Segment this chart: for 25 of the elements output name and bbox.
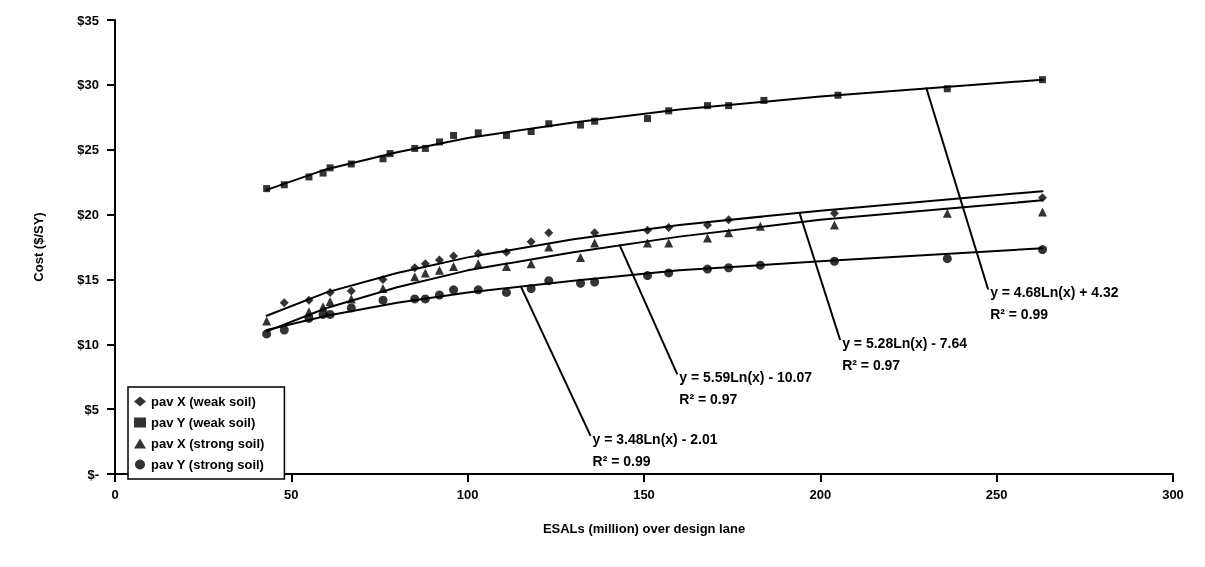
y-tick-label: $10 bbox=[77, 336, 99, 352]
legend-label: pav X (strong soil) bbox=[151, 436, 265, 451]
legend-label: pav Y (weak soil) bbox=[151, 415, 256, 430]
y-tick-label: $- bbox=[87, 466, 99, 482]
legend-label: pav Y (strong soil) bbox=[151, 457, 264, 472]
annotation: y = 3.48Ln(x) - 2.01 R² = 0.99 bbox=[592, 430, 718, 469]
annotation: y = 5.28Ln(x) - 7.64 R² = 0.97 bbox=[842, 334, 968, 373]
y-tick-label: $20 bbox=[77, 207, 99, 223]
y-tick-label: $5 bbox=[84, 401, 99, 417]
x-tick-label: 250 bbox=[985, 487, 1008, 502]
legend-label: pav X (weak soil) bbox=[151, 394, 256, 409]
x-tick-label: 50 bbox=[284, 487, 299, 502]
y-tick-label: $30 bbox=[77, 77, 99, 93]
x-axis-title: ESALs (million) over design lane bbox=[542, 521, 746, 536]
y-tick-label: $35 bbox=[77, 12, 99, 28]
x-tick-label: 100 bbox=[456, 487, 479, 502]
x-tick-label: 200 bbox=[809, 487, 832, 502]
annotation: y = 5.59Ln(x) - 10.07 R² = 0.97 bbox=[679, 369, 813, 408]
y-tick-label: $15 bbox=[77, 271, 99, 287]
x-tick-label: 300 bbox=[1162, 487, 1184, 502]
y-tick-label: $25 bbox=[77, 142, 99, 158]
y-axis-title: Cost ($/SY) bbox=[31, 212, 46, 282]
annotation: y = 4.68Ln(x) + 4.32 R² = 0.99 bbox=[990, 284, 1119, 323]
x-tick-label: 0 bbox=[111, 487, 119, 502]
x-tick-label: 150 bbox=[633, 487, 655, 502]
